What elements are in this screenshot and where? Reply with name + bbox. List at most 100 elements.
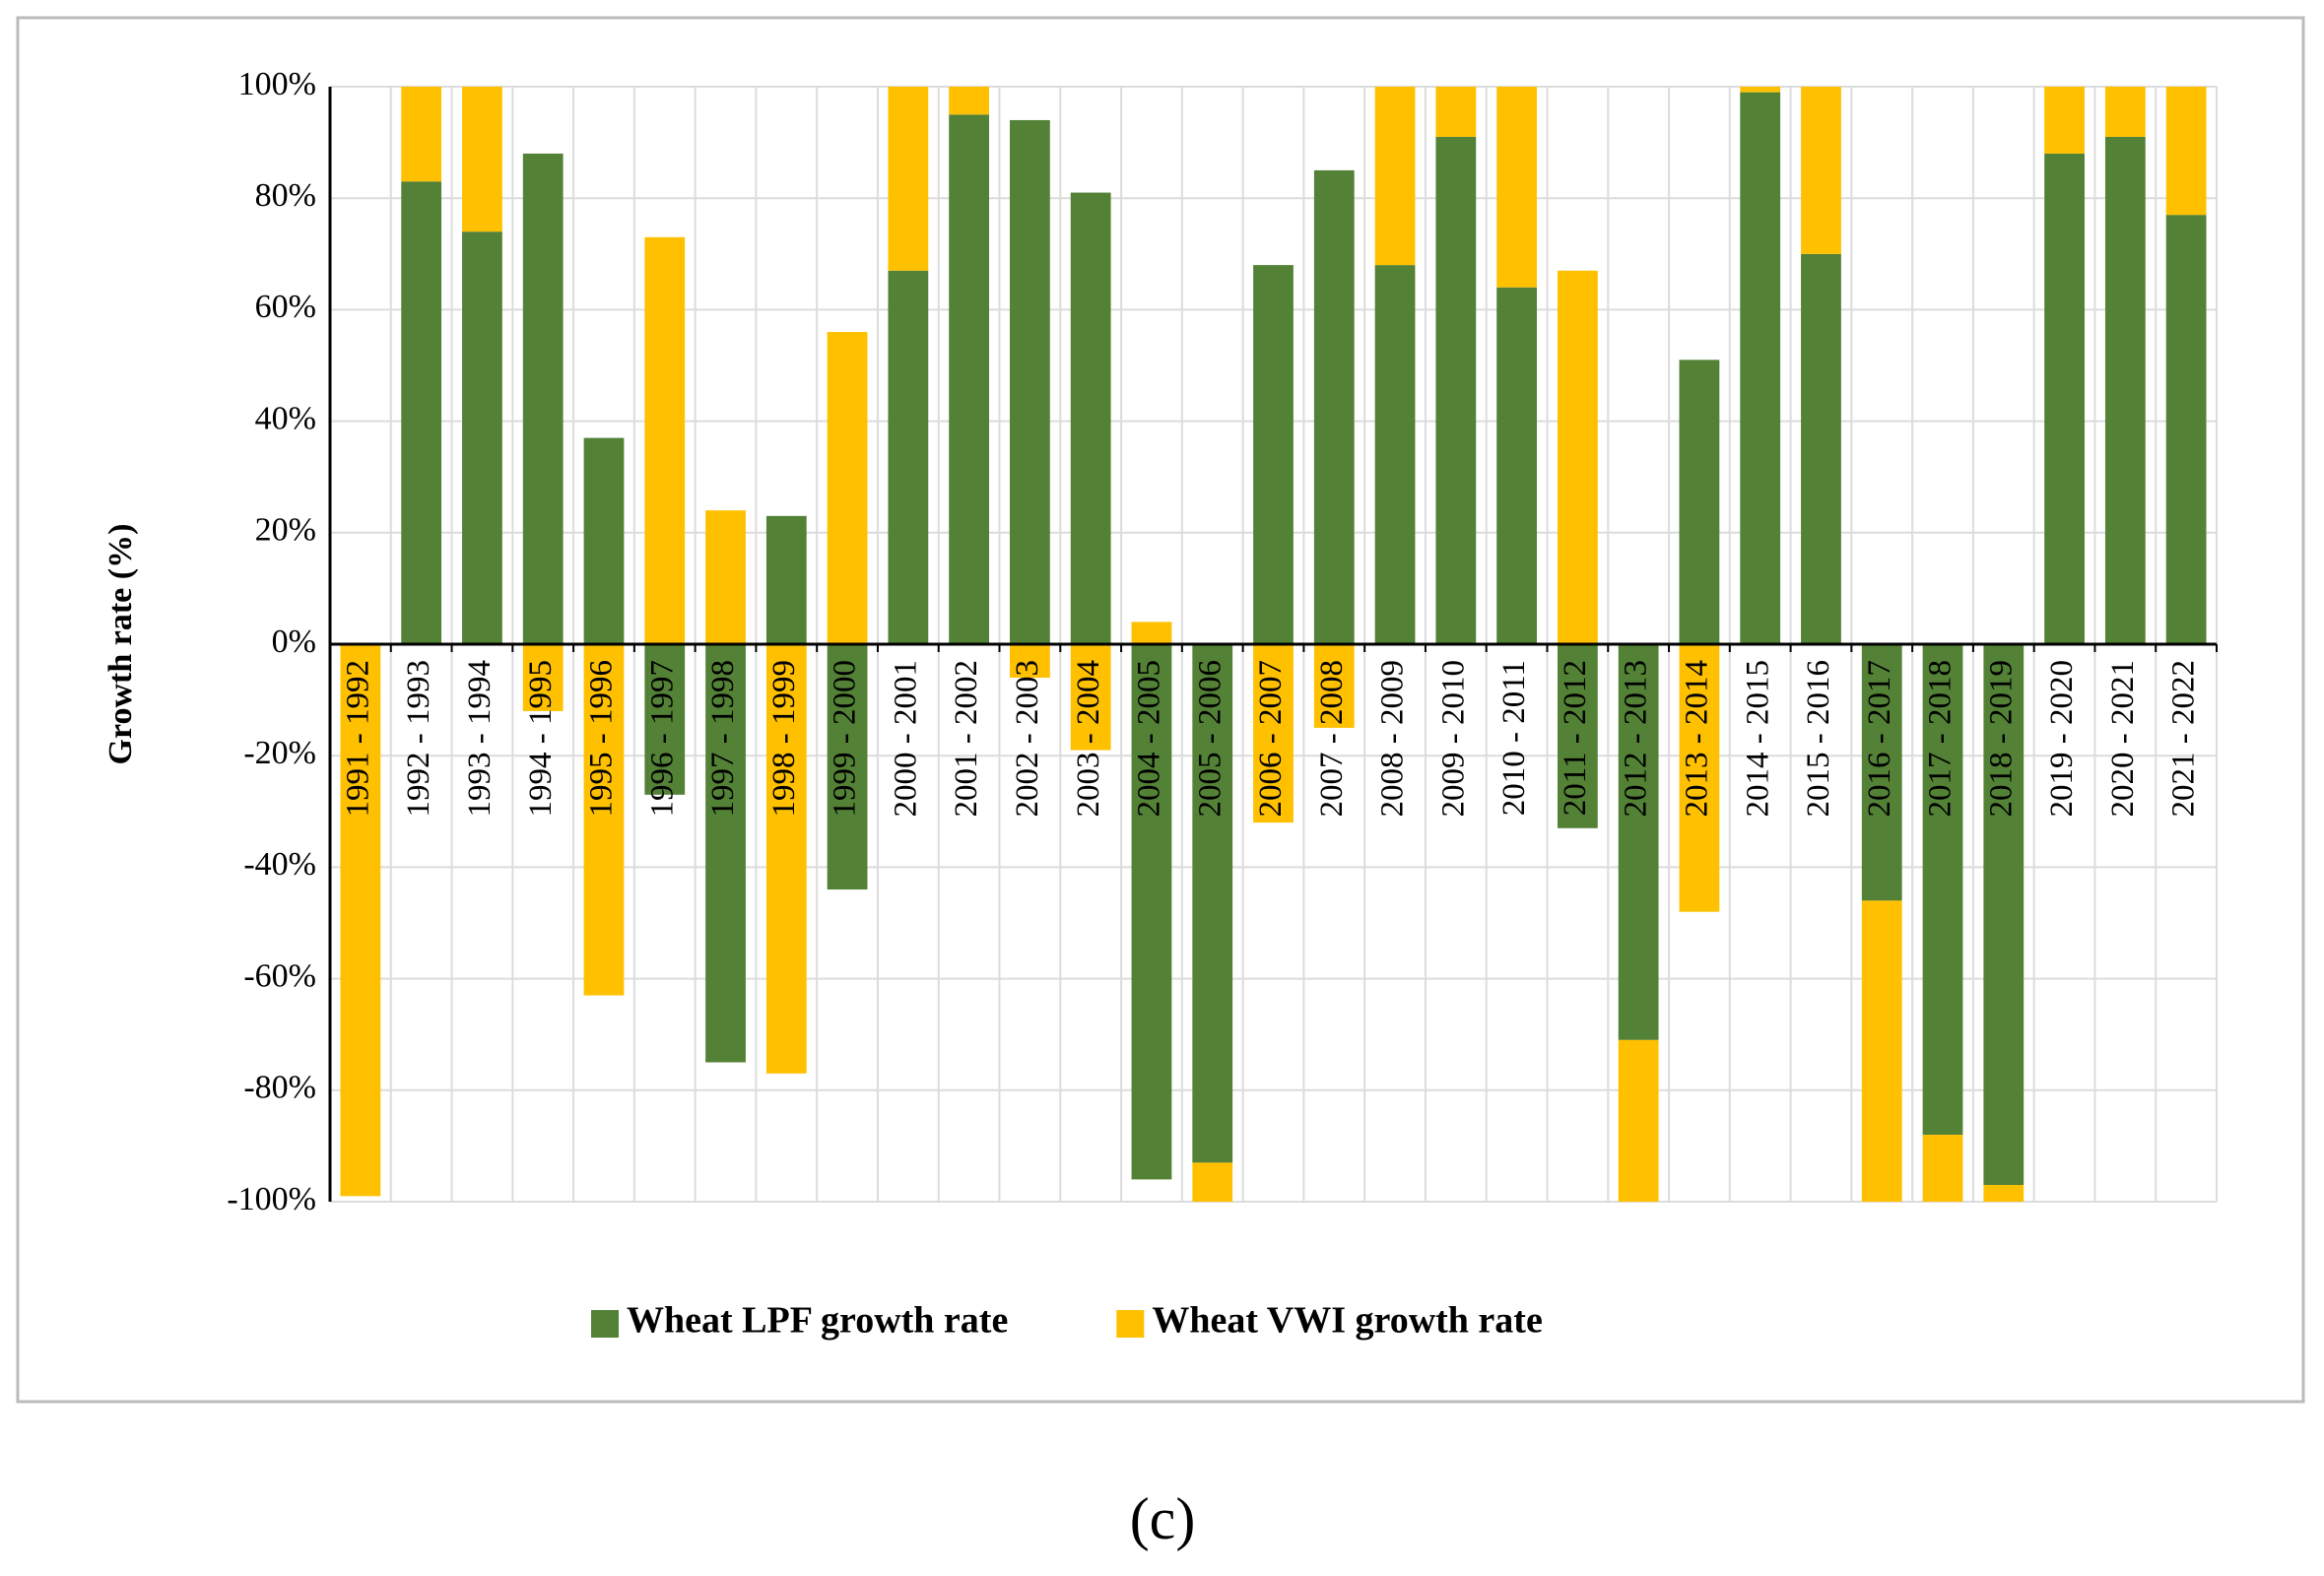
bar: [1192, 1162, 1233, 1202]
bar: [888, 270, 929, 644]
caption: (c): [1130, 1486, 1196, 1551]
y-tick-label: -100%: [227, 1181, 316, 1217]
bar: [1740, 87, 1781, 93]
legend-label: Wheat VWI growth rate: [1152, 1300, 1543, 1342]
bar: [765, 644, 807, 1074]
bar: [1801, 87, 1841, 254]
x-tick-label: 2008 - 2009: [1375, 660, 1411, 818]
y-tick-label: 60%: [255, 289, 316, 325]
x-tick-label: 2020 - 2021: [2105, 660, 2141, 818]
bar: [1496, 287, 1537, 644]
bar: [705, 510, 746, 644]
bar: [1861, 644, 1902, 901]
bar: [1070, 644, 1111, 751]
x-tick-label: 2017 - 2018: [1923, 660, 1959, 818]
bar: [2165, 87, 2207, 216]
x-tick-label: 1995 - 1996: [584, 660, 620, 818]
bar: [583, 437, 625, 644]
x-tick-label: 2013 - 2014: [1679, 660, 1714, 818]
x-tick-label: 2007 - 2008: [1314, 660, 1350, 818]
bar: [462, 87, 502, 232]
bar: [2104, 136, 2146, 644]
bar: [1922, 1135, 1963, 1202]
legend-swatch: [1116, 1310, 1145, 1338]
bar: [1131, 622, 1172, 644]
bar: [1374, 87, 1416, 266]
bar: [1010, 119, 1050, 644]
bar: [522, 644, 564, 711]
bar: [1253, 265, 1294, 644]
y-tick-label: 100%: [238, 66, 316, 102]
x-tick-label: 2018 - 2019: [1983, 660, 2019, 818]
x-tick-label: 2012 - 2013: [1619, 660, 1654, 818]
bar: [1374, 265, 1416, 644]
bar: [888, 87, 929, 271]
x-tick-label: 1998 - 1999: [766, 660, 802, 818]
bar: [827, 332, 868, 644]
bar: [1740, 92, 1781, 644]
x-tick-label: 2011 - 2012: [1558, 660, 1593, 816]
y-tick-label: -60%: [243, 957, 316, 994]
bar: [1983, 1185, 2025, 1202]
bar: [827, 644, 868, 890]
x-tick-label: 1997 - 1998: [705, 660, 741, 818]
bar: [522, 153, 564, 645]
bar: [2044, 153, 2085, 645]
y-tick-label: 20%: [255, 512, 316, 549]
bar: [765, 515, 807, 644]
bar: [2044, 87, 2085, 154]
bar: [1192, 644, 1233, 1163]
bar: [644, 236, 686, 644]
x-tick-label: 2009 - 2010: [1435, 660, 1471, 818]
bar: [462, 231, 502, 644]
x-tick-label: 2001 - 2002: [949, 660, 984, 818]
y-tick-label: 80%: [255, 177, 316, 214]
y-tick-label: -40%: [243, 846, 316, 883]
bar: [401, 87, 442, 182]
bar: [1557, 270, 1598, 644]
bars: [340, 87, 2207, 1202]
x-tick-label: 2021 - 2022: [2166, 660, 2202, 818]
x-tick-label: 2003 - 2004: [1071, 660, 1106, 818]
x-tick-label: 2010 - 2011: [1496, 660, 1532, 816]
x-tick-label: 1996 - 1997: [644, 660, 680, 818]
bar: [1131, 644, 1172, 1180]
bar: [1435, 136, 1477, 644]
x-tick-label: 1999 - 2000: [828, 660, 863, 818]
bar: [1010, 644, 1050, 678]
bar: [1983, 644, 2025, 1186]
legend-swatch: [591, 1310, 619, 1338]
bar: [1496, 87, 1537, 288]
x-tick-label: 2014 - 2015: [1740, 660, 1775, 818]
bar: [583, 644, 625, 996]
bar: [2104, 87, 2146, 137]
bar: [949, 87, 990, 115]
bar: [949, 114, 990, 645]
bar: [1557, 644, 1598, 828]
x-tick-label: 2004 - 2005: [1132, 660, 1167, 818]
bar: [1679, 360, 1720, 644]
bar: [401, 181, 442, 644]
x-tick-label: 1993 - 1994: [462, 660, 498, 818]
x-tick-label: 2000 - 2001: [888, 660, 923, 818]
x-tick-label: 2016 - 2017: [1862, 660, 1897, 818]
x-tick-label: 2019 - 2020: [2044, 660, 2080, 818]
bar: [1618, 1039, 1659, 1202]
y-axis-label: Growth rate (%): [102, 524, 139, 765]
x-tick-label: 1991 - 1992: [340, 660, 375, 818]
labels: -100% -80% -60% -40% -20% 0% 20% 40% 60% 80% 100% 1…: [227, 66, 2218, 1342]
x-tick-label: 1994 - 1995: [523, 660, 559, 818]
x-tick-label: 2005 - 2006: [1192, 660, 1228, 818]
bar: [1435, 87, 1477, 137]
y-tick-label: -80%: [243, 1070, 316, 1106]
bar: [1070, 192, 1111, 645]
x-tick-label: 1992 - 1993: [401, 660, 436, 818]
bar: [644, 644, 686, 795]
bar: [1253, 644, 1294, 823]
y-tick-label: -20%: [243, 735, 316, 771]
y-tick-label: 40%: [255, 400, 316, 436]
x-tick-label: 2006 - 2007: [1253, 660, 1289, 818]
legend-label: Wheat LPF growth rate: [627, 1300, 1008, 1342]
bar: [1922, 644, 1963, 1136]
